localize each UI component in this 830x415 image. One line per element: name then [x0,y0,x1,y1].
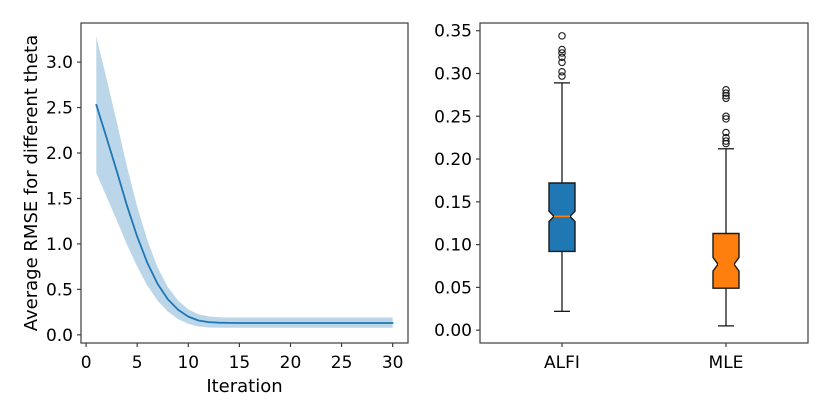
notched-box [712,232,740,289]
plot-frame [80,22,409,344]
x-tick-label: 30 [382,353,404,373]
outlier-point [722,94,730,103]
subplot-line: 0 5 10 15 20 25 30 0.0 0.5 1.0 1.5 2.0 2.5 3.0 Iterati… [21,22,409,397]
outlier-point [558,68,566,76]
x-tick-label: 10 [177,353,199,373]
y-tick-label: 2.0 [46,144,73,164]
outlier-point [722,133,730,142]
plot-frame [479,22,809,344]
subplot-boxplot: ALFI MLE 0.00 0.05 0.10 0.15 0.20 0.25 0.30 0.35 [434,22,809,373]
outlier-point [722,137,730,145]
x-axis-label: Iteration [206,376,282,397]
y-tick-label: 1.5 [46,189,73,209]
outlier-point [722,85,730,94]
mle-box-group [712,85,740,327]
outlier-point [558,58,566,67]
y-tick-label: 0.15 [434,193,472,213]
x-tick-label: 5 [132,353,143,373]
x-tick-label: 0 [81,353,92,373]
outlier-point [558,72,566,80]
outlier-point [722,89,730,97]
outlier-point [558,53,566,61]
x-tick-label: 15 [229,353,251,373]
y-axis-label: Average RMSE for different theta [21,35,42,331]
y-tick-label: 0.30 [434,64,472,84]
x-tick-label: 20 [280,353,302,373]
rmse-line [95,103,394,324]
x-tick-label: 25 [331,353,353,373]
outlier-point [722,112,730,121]
outlier-point [722,128,730,137]
y-tick-label: 0.20 [434,150,472,170]
confidence-band [96,36,393,328]
y-tick-label: 2.5 [46,99,73,119]
outlier-point [558,49,566,57]
outlier-point [558,32,566,40]
outlier-point [558,45,566,54]
y-tick-label: 0.10 [434,236,472,256]
y-tick-label: 0.35 [434,22,472,42]
y-tick-label: 0.5 [46,280,73,300]
category-label: ALFI [544,353,580,373]
alfi-box-group [548,32,576,312]
y-tick-label: 3.0 [46,53,73,73]
y-tick-label: 0.00 [434,321,472,341]
y-tick-label: 0.25 [434,107,472,127]
notched-box [548,182,576,253]
outlier-point [722,115,730,123]
y-tick-label: 0.05 [434,278,472,298]
y-tick-label: 1.0 [46,235,73,255]
category-label: MLE [709,353,744,373]
y-tick-label: 0.0 [46,326,73,346]
